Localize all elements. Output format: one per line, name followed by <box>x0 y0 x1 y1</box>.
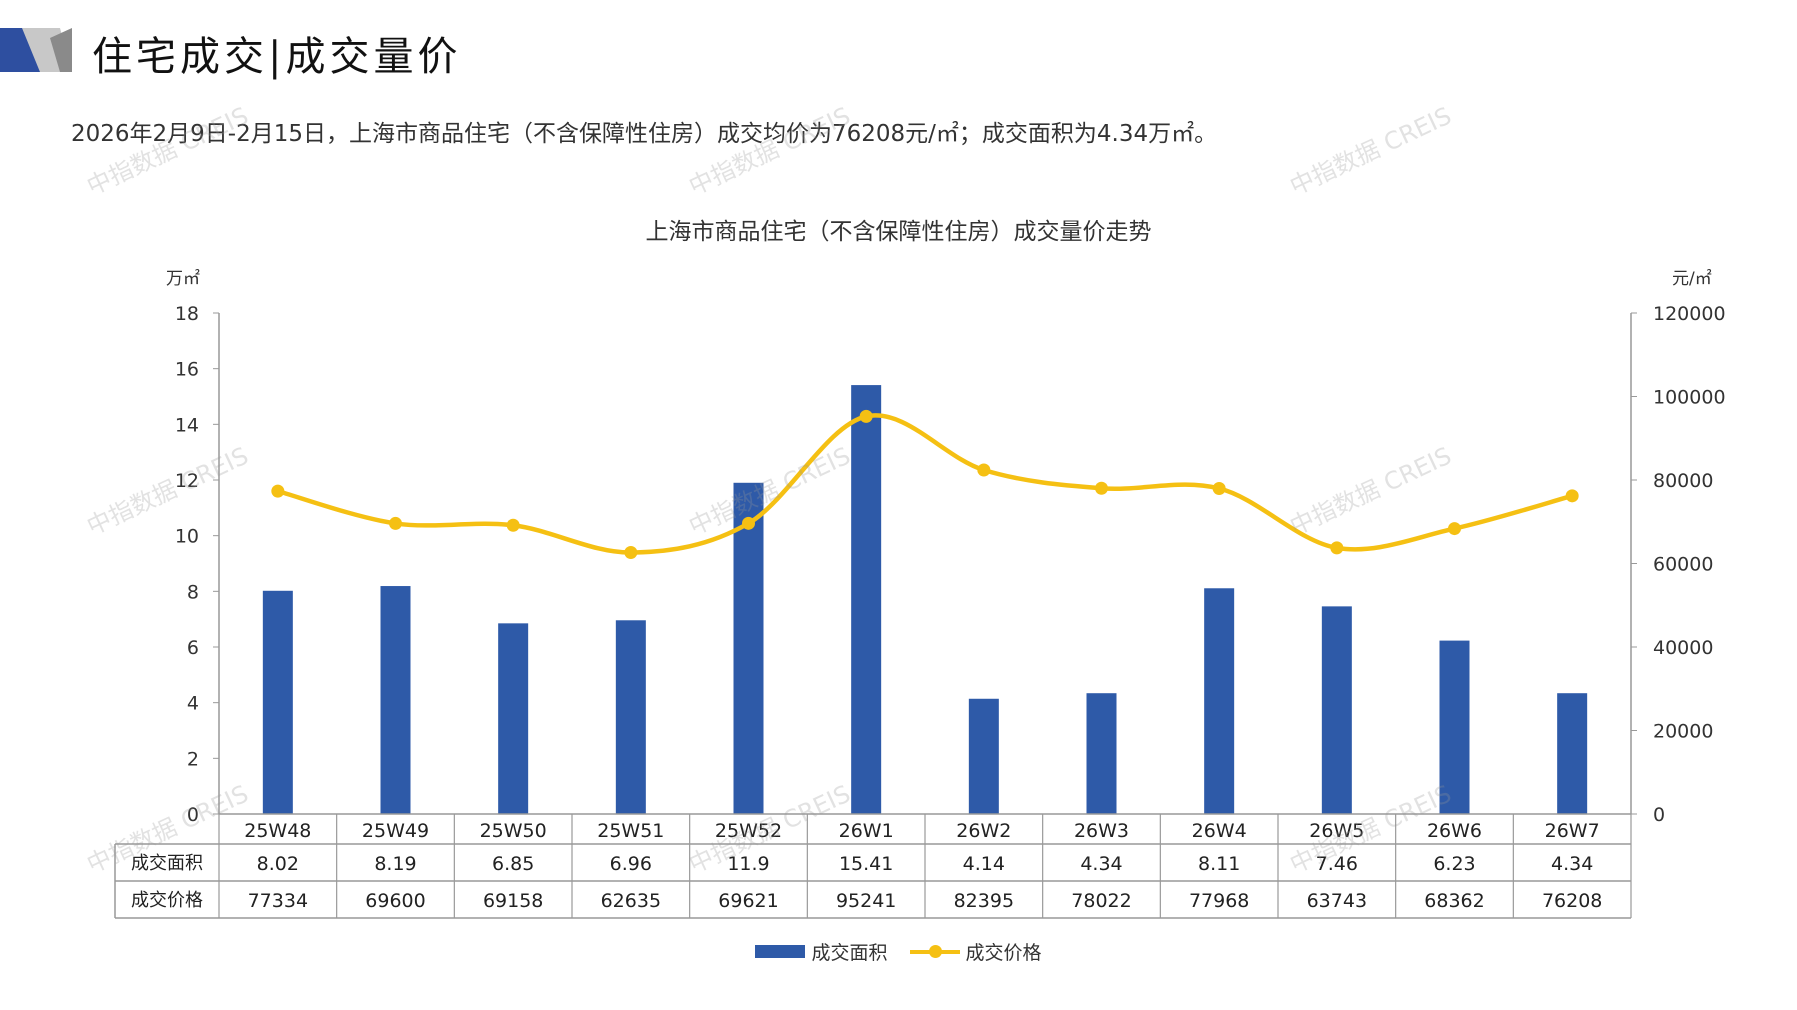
brand-logo <box>0 28 72 72</box>
price-point-25W49 <box>389 516 402 530</box>
right-axis-unit: 元/㎡ <box>1672 269 1712 289</box>
area-value: 4.34 <box>1551 853 1593 875</box>
price-value: 68362 <box>1424 890 1484 912</box>
chart-title: 上海市商品住宅（不含保障性住房）成交量价走势 <box>645 219 1152 245</box>
legend: 成交面积 成交价格 <box>0 938 1797 965</box>
row-header-price: 成交价格 <box>131 890 203 911</box>
category-label: 25W51 <box>597 820 664 842</box>
area-value: 6.85 <box>492 853 534 875</box>
left-tick-label: 8 <box>187 581 199 603</box>
area-value: 4.34 <box>1080 853 1122 875</box>
area-value: 4.14 <box>963 853 1005 875</box>
left-tick-label: 0 <box>187 804 199 826</box>
bar-26W5 <box>1321 606 1352 814</box>
price-point-26W3 <box>1095 481 1108 495</box>
price-point-26W2 <box>977 463 991 477</box>
price-value: 69158 <box>483 890 543 912</box>
price-value: 77334 <box>248 890 308 912</box>
legend-bar-swatch <box>755 945 806 958</box>
right-tick-label: 0 <box>1653 804 1665 826</box>
area-value: 6.96 <box>610 853 652 875</box>
legend-label: 成交面积 <box>811 942 888 964</box>
area-value: 6.23 <box>1433 853 1475 875</box>
price-value: 78022 <box>1071 890 1131 912</box>
bar-25W51 <box>615 620 646 814</box>
bar-26W4 <box>1204 588 1235 814</box>
page-title: 住宅成交|成交量价 <box>92 34 462 80</box>
price-point-25W51 <box>624 545 638 559</box>
bar-25W50 <box>498 623 529 814</box>
area-value: 7.46 <box>1316 853 1358 875</box>
category-label: 26W6 <box>1427 820 1482 842</box>
category-label: 26W2 <box>956 820 1011 842</box>
area-value: 8.19 <box>374 853 416 875</box>
bar-26W6 <box>1439 640 1470 814</box>
left-axis-unit: 万㎡ <box>166 269 200 289</box>
price-value: 63743 <box>1307 890 1367 912</box>
bar-25W52 <box>733 482 764 814</box>
right-tick-label: 20000 <box>1653 721 1713 743</box>
left-tick-label: 18 <box>175 303 199 325</box>
row-header-area: 成交面积 <box>131 853 203 874</box>
right-tick-label: 120000 <box>1653 303 1726 325</box>
legend-line-swatch <box>909 944 960 958</box>
price-value: 69621 <box>718 890 778 912</box>
left-tick-label: 14 <box>175 414 199 436</box>
price-point-26W1 <box>859 409 873 423</box>
price-point-26W6 <box>1448 522 1461 536</box>
area-value: 8.02 <box>257 853 299 875</box>
category-label: 26W1 <box>839 820 894 842</box>
bar-25W49 <box>380 586 411 814</box>
bar-26W7 <box>1557 693 1588 814</box>
price-value: 95241 <box>836 890 896 912</box>
price-point-26W7 <box>1565 489 1579 503</box>
legend-item-area[interactable]: 成交面积 <box>755 938 888 965</box>
price-value: 77968 <box>1189 890 1249 912</box>
left-tick-label: 2 <box>187 748 199 770</box>
category-label: 25W50 <box>480 820 547 842</box>
summary-text: 2026年2月9日-2月15日，上海市商品住宅（不含保障性住房）成交均价为762… <box>71 121 1218 147</box>
left-tick-label: 4 <box>187 693 199 715</box>
right-tick-label: 100000 <box>1653 387 1726 409</box>
area-value: 8.11 <box>1198 853 1240 875</box>
legend-item-price[interactable]: 成交价格 <box>909 938 1042 965</box>
left-tick-label: 6 <box>187 637 199 659</box>
price-point-25W52 <box>742 516 755 530</box>
price-value: 62635 <box>601 890 661 912</box>
category-label: 26W5 <box>1309 820 1364 842</box>
left-tick-label: 12 <box>175 470 199 492</box>
area-value: 11.9 <box>727 853 769 875</box>
price-point-25W48 <box>271 484 285 498</box>
category-label: 25W48 <box>244 820 311 842</box>
category-label: 26W4 <box>1192 820 1247 842</box>
left-tick-label: 16 <box>175 359 199 381</box>
price-point-26W4 <box>1212 481 1226 495</box>
category-label: 26W7 <box>1545 820 1600 842</box>
area-value: 15.41 <box>839 853 893 875</box>
price-point-25W50 <box>506 518 520 532</box>
bar-26W1 <box>851 385 882 814</box>
category-label: 25W49 <box>362 820 429 842</box>
legend-label: 成交价格 <box>965 942 1042 964</box>
bar-26W3 <box>1086 693 1117 814</box>
category-label: 26W3 <box>1074 820 1129 842</box>
price-value: 76208 <box>1542 890 1602 912</box>
bar-26W2 <box>968 698 999 814</box>
price-line <box>277 413 1573 555</box>
price-value: 82395 <box>954 890 1014 912</box>
right-tick-label: 80000 <box>1653 470 1713 492</box>
category-label: 25W52 <box>715 820 782 842</box>
price-point-26W5 <box>1330 541 1344 555</box>
left-tick-label: 10 <box>175 526 199 548</box>
bar-25W48 <box>262 590 293 814</box>
right-tick-label: 60000 <box>1653 554 1713 576</box>
price-value: 69600 <box>365 890 425 912</box>
right-tick-label: 40000 <box>1653 637 1713 659</box>
